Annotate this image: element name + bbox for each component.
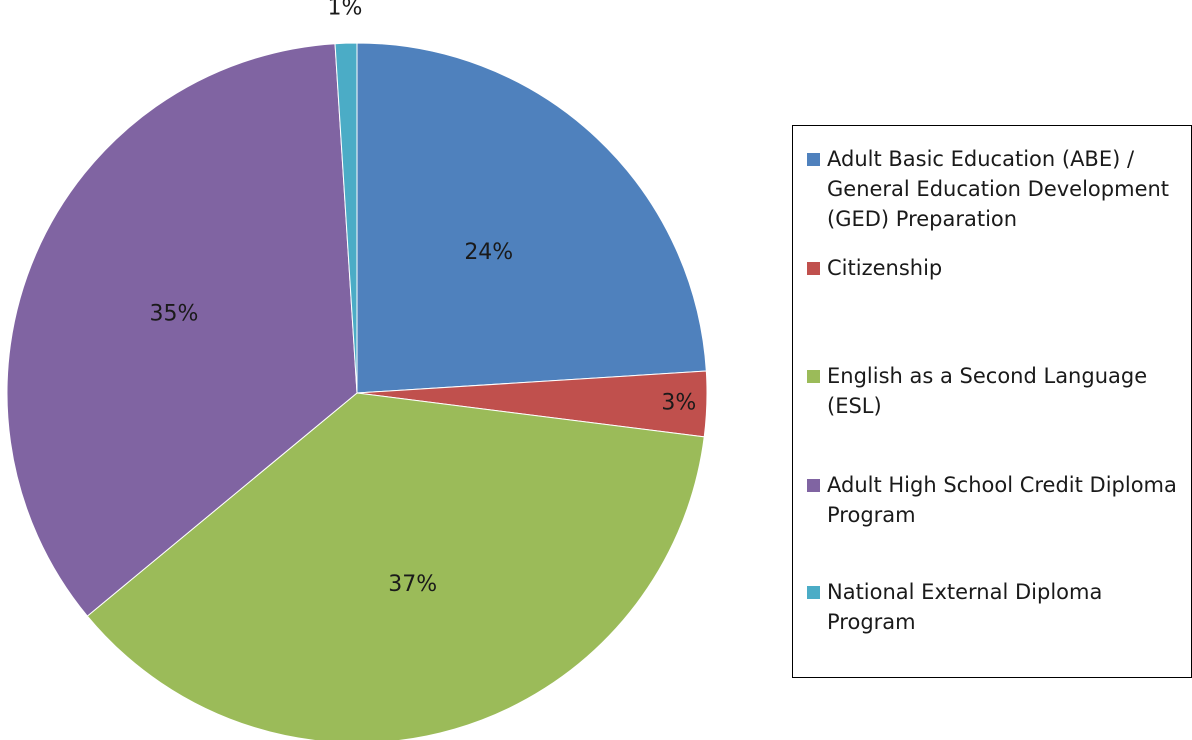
pie-slices: [6, 42, 708, 740]
slice-label-esl: 37%: [388, 572, 437, 597]
legend-label-citizenship: Citizenship: [827, 256, 943, 280]
legend-label-abe-ged: Adult Basic Education (ABE) / General Ed…: [827, 147, 1170, 231]
slice-label-adult-high-school: 35%: [149, 301, 198, 326]
legend-swatch-abe-ged: [807, 153, 820, 166]
legend-item-citizenship: Citizenship: [807, 253, 1187, 283]
legend-label-esl: English as a Second Language (ESL): [827, 364, 1148, 418]
legend-item-adult-high-school: Adult High School Credit Diploma Program: [807, 470, 1187, 530]
legend-swatch-national-external: [807, 586, 820, 599]
legend-swatch-adult-high-school: [807, 479, 820, 492]
pie-chart: 24% 3% 37% 35% 1%: [6, 0, 708, 740]
legend-item-esl: English as a Second Language (ESL): [807, 361, 1187, 421]
legend-swatch-citizenship: [807, 262, 820, 275]
pie-slice-adult-high-school: [6, 43, 358, 617]
legend-label-national-external: National External Diploma Program: [827, 580, 1103, 634]
pie-slice-abe-ged: [356, 42, 707, 394]
pie-labels: 24% 3% 37% 35% 1%: [149, 0, 696, 597]
slice-label-national-external: 1%: [327, 0, 362, 21]
legend-item-abe-ged: Adult Basic Education (ABE) / General Ed…: [807, 144, 1187, 234]
pie-slice-national-external: [334, 42, 358, 394]
pie-slice-esl: [86, 392, 705, 740]
slice-label-citizenship: 3%: [661, 391, 696, 416]
legend-label-adult-high-school: Adult High School Credit Diploma Program: [827, 473, 1177, 527]
legend-swatch-esl: [807, 370, 820, 383]
slice-label-abe-ged: 24%: [464, 240, 513, 265]
legend-item-national-external: National External Diploma Program: [807, 577, 1187, 637]
chart-legend: Adult Basic Education (ABE) / General Ed…: [792, 125, 1192, 678]
